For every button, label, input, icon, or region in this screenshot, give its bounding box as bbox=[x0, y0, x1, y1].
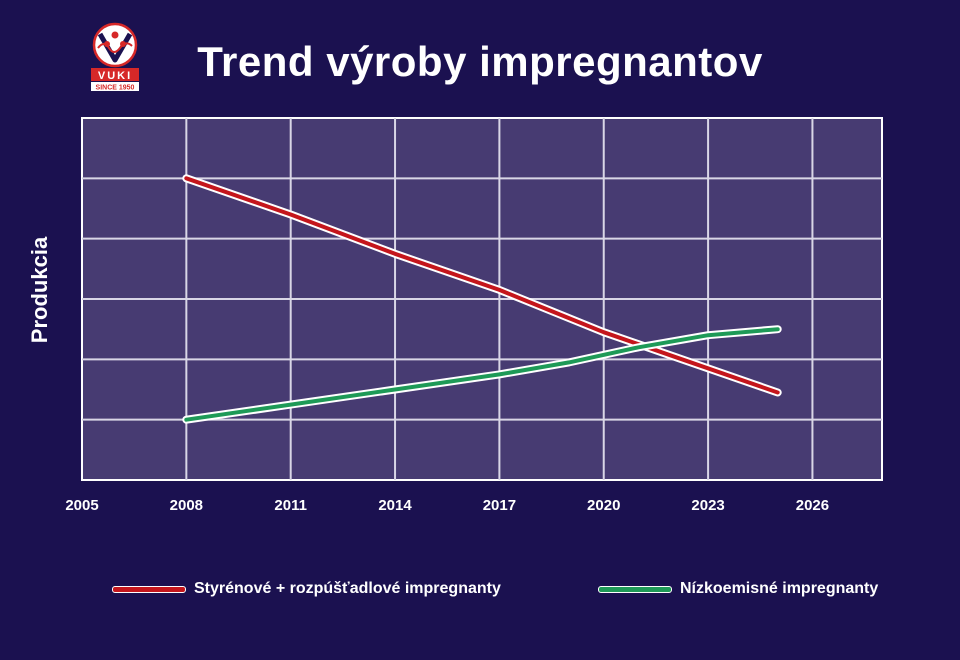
vuki-logo: VUKI SINCE 1950 bbox=[88, 20, 142, 92]
x-tick-label-2008: 2008 bbox=[170, 497, 203, 514]
series-layer bbox=[182, 174, 782, 424]
x-tick-label-2011: 2011 bbox=[274, 497, 307, 514]
legend-swatch-green bbox=[598, 585, 672, 593]
x-tick-label-2017: 2017 bbox=[483, 497, 516, 514]
logo-subtext: SINCE 1950 bbox=[96, 85, 135, 92]
x-tick-label-2020: 2020 bbox=[587, 497, 620, 514]
legend-item-styrene: Styrénové + rozpúšťadlové impregnanty bbox=[112, 580, 501, 598]
legend-swatch-red bbox=[112, 585, 186, 593]
x-tick-label-2023: 2023 bbox=[691, 497, 724, 514]
legend-label-styrene: Styrénové + rozpúšťadlové impregnanty bbox=[194, 580, 501, 597]
x-tick-label-2014: 2014 bbox=[378, 497, 412, 514]
legend-item-low-emission: Nízkoemisné impregnanty bbox=[598, 580, 878, 598]
series-line-0 bbox=[184, 176, 780, 395]
x-tick-label-2005: 2005 bbox=[65, 497, 98, 514]
legend-label-low-emission: Nízkoemisné impregnanty bbox=[680, 580, 879, 597]
gridlines bbox=[82, 118, 882, 480]
series-line-1 bbox=[184, 327, 780, 422]
chart-title: Trend výroby impregnantov bbox=[197, 38, 763, 85]
logo-text: VUKI bbox=[98, 70, 132, 82]
x-tick-label-2026: 2026 bbox=[796, 497, 829, 514]
x-tick-labels: 2005 2008 2011 2014 2017 2020 2023 2026 bbox=[65, 497, 829, 514]
